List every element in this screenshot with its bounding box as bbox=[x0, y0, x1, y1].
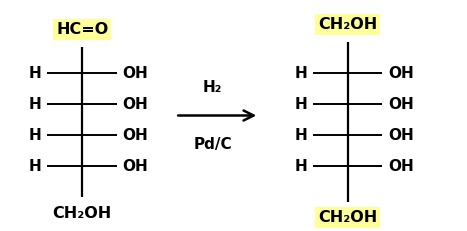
Text: H: H bbox=[29, 66, 42, 81]
Text: H: H bbox=[29, 128, 42, 143]
Text: OH: OH bbox=[123, 158, 149, 173]
Text: OH: OH bbox=[388, 158, 414, 173]
Text: H: H bbox=[29, 158, 42, 173]
Text: H₂: H₂ bbox=[203, 80, 222, 95]
Text: H: H bbox=[294, 158, 307, 173]
Text: CH₂OH: CH₂OH bbox=[318, 210, 377, 225]
Text: H: H bbox=[294, 66, 307, 81]
Text: HC=O: HC=O bbox=[56, 22, 108, 37]
Text: OH: OH bbox=[123, 66, 149, 81]
Text: OH: OH bbox=[388, 97, 414, 112]
Text: H: H bbox=[29, 97, 42, 112]
Text: OH: OH bbox=[388, 128, 414, 143]
Text: OH: OH bbox=[123, 97, 149, 112]
Text: OH: OH bbox=[388, 66, 414, 81]
Text: OH: OH bbox=[123, 128, 149, 143]
Text: H: H bbox=[294, 128, 307, 143]
Text: CH₂OH: CH₂OH bbox=[318, 17, 377, 32]
Text: Pd/C: Pd/C bbox=[193, 137, 232, 152]
Text: CH₂OH: CH₂OH bbox=[53, 206, 112, 221]
Text: H: H bbox=[294, 97, 307, 112]
